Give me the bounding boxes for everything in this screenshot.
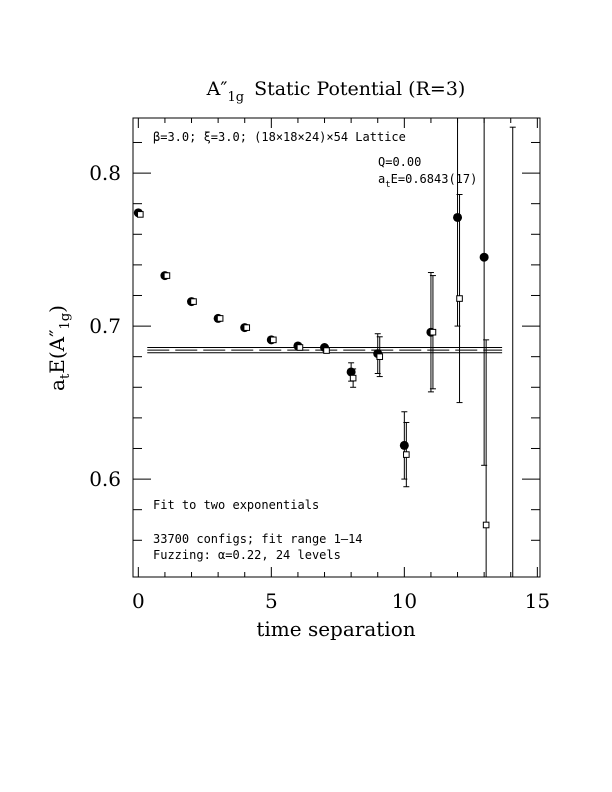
q-label: Q=0.00: [378, 155, 421, 169]
point-square: [296, 344, 304, 351]
y-label-t: t: [58, 373, 73, 379]
configs-note: 33700 configs; fit range 1–14: [153, 532, 363, 546]
x-axis-label: time separation: [256, 617, 415, 641]
point-circle: [453, 212, 463, 222]
point-square: [190, 298, 197, 305]
y-label-a: a: [45, 379, 69, 391]
x-tick-label: 10: [392, 589, 417, 613]
fuzzing-note: Fuzzing: α=0.22, 24 levels: [153, 548, 341, 562]
svg-text:atE(A″1g): atE(A″1g): [45, 305, 73, 391]
y-label-main: E(A″: [45, 329, 69, 373]
point-square: [403, 451, 410, 458]
point-square: [243, 324, 251, 331]
energy-label-rest: E=0.6843(17): [391, 172, 478, 186]
chart-title: A″1g Static Potential (R=3): [206, 78, 466, 105]
y-tick-label: 0.8: [89, 161, 121, 185]
data-markers: [133, 208, 490, 529]
point-square: [323, 347, 330, 354]
y-label-close: ): [45, 305, 69, 313]
point-circle: [346, 367, 356, 377]
tick-labels: 0 5 10 15 0.6 0.7 0.8: [89, 161, 550, 613]
y-label-sub: 1g: [58, 313, 73, 330]
fit-note: Fit to two exponentials: [153, 498, 319, 512]
x-tick-label: 5: [265, 589, 278, 613]
title-main: A″: [206, 78, 228, 100]
x-tick-label: 0: [132, 589, 145, 613]
y-tick-label: 0.7: [89, 314, 121, 338]
point-circle: [399, 440, 409, 450]
point-square: [163, 272, 171, 279]
point-square: [349, 374, 357, 382]
point-square: [270, 336, 277, 344]
point-square: [376, 353, 384, 360]
y-tick-label: 0.6: [89, 467, 121, 491]
energy-label-a: a: [378, 172, 385, 186]
point-square: [137, 211, 144, 218]
point-square: [456, 295, 463, 302]
energy-label: atE=0.6843(17): [378, 172, 477, 190]
title-rest: Static Potential (R=3): [254, 78, 465, 100]
point-square: [482, 521, 490, 529]
point-square: [216, 315, 224, 322]
point-square: [429, 328, 437, 336]
energy-label-t: t: [385, 180, 390, 190]
y-axis-label: atE(A″1g): [45, 305, 73, 391]
lattice-label: β=3.0; ξ=3.0; (18×18×24)×54 Lattice: [153, 130, 406, 144]
point-circle: [479, 252, 489, 262]
axis-ticks: [133, 118, 540, 577]
x-tick-label: 15: [525, 589, 550, 613]
title-sub: 1g: [227, 90, 244, 105]
plot-frame: [132, 117, 541, 578]
